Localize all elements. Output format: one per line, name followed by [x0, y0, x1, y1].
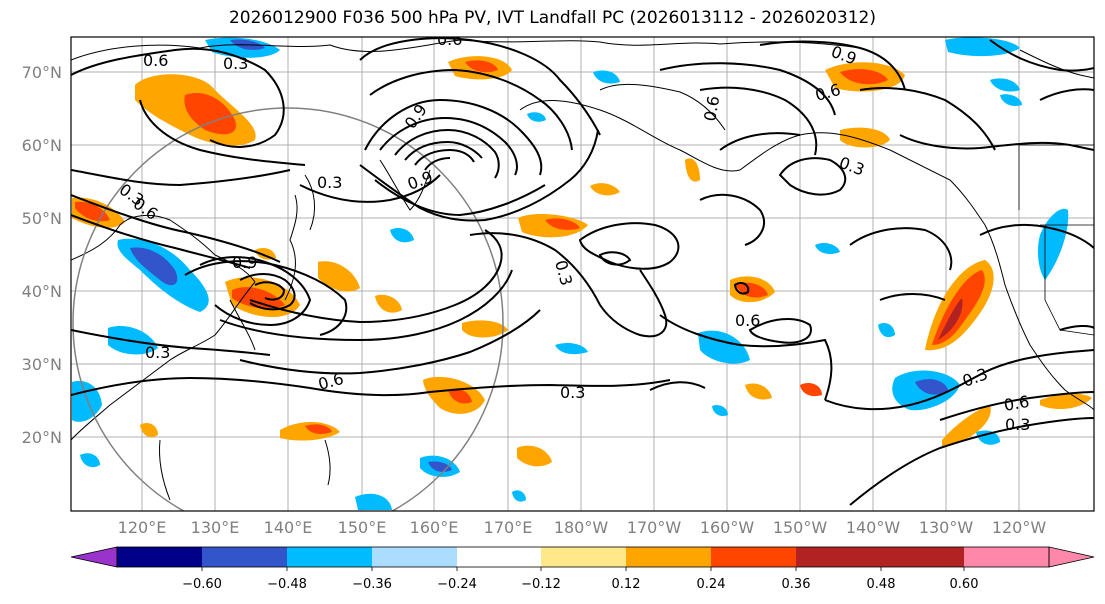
colorbar-segment: [796, 547, 881, 567]
lon-label: 170°W: [627, 518, 682, 537]
contour-label: 0.6: [735, 311, 760, 330]
contour-label: 0.3: [317, 173, 342, 192]
colorbar-tick-label: −0.36: [352, 577, 392, 592]
colorbar-tick-label: 0.24: [697, 577, 726, 592]
contour-label: 0.3: [1005, 415, 1030, 434]
lon-label: 130°W: [919, 518, 974, 537]
colorbar-segment: [372, 547, 457, 567]
contour-label: 0.6: [143, 51, 168, 70]
lon-label: 180°W: [554, 518, 609, 537]
colorbar: −0.60 −0.48 −0.36 −0.24 −0.12 0.12 0.24 …: [71, 547, 1094, 592]
lon-label: 130°E: [191, 518, 240, 537]
lon-label: 160°W: [700, 518, 755, 537]
lon-label: 150°E: [338, 518, 387, 537]
colorbar-segment: [626, 547, 711, 567]
contour-label: 0.6: [437, 30, 462, 49]
colorbar-ticks: [202, 567, 964, 571]
colorbar-segment: [541, 547, 626, 567]
lon-label: 120°W: [992, 518, 1047, 537]
colorbar-tick-label: 0.60: [950, 577, 979, 592]
colorbar-tick-label: −0.12: [521, 577, 561, 592]
map-figure: 0.6 0.3 0.6 0.3 0.9 0.9 0.3 0.6 0.9 0.3 …: [0, 0, 1105, 604]
lat-label: 70°N: [22, 63, 62, 82]
contour-label: 0.3: [560, 383, 585, 402]
contour-label: 0.9: [232, 253, 257, 272]
colorbar-tick-label: 0.48: [867, 577, 896, 592]
lat-label: 50°N: [22, 209, 62, 228]
colorbar-tick-label: −0.60: [182, 577, 222, 592]
longitude-labels: 120°E 130°E 140°E 150°E 160°E 170°E 180°…: [118, 518, 1047, 537]
colorbar-segment: [711, 547, 796, 567]
colorbar-segment: [287, 547, 372, 567]
colorbar-extend-min: [71, 547, 117, 567]
contour-label: 0.3: [223, 54, 248, 73]
colorbar-segment: [964, 547, 1049, 567]
lon-label: 150°W: [773, 518, 828, 537]
lat-label: 20°N: [22, 428, 62, 447]
colorbar-tick-label: −0.48: [267, 577, 307, 592]
colorbar-segment: [457, 547, 541, 567]
colorbar-segment: [117, 547, 202, 567]
contour-label: 0.3: [145, 343, 170, 362]
colorbar-tick-label: −0.24: [437, 577, 477, 592]
lon-label: 170°E: [484, 518, 533, 537]
lat-label: 40°N: [22, 282, 62, 301]
colorbar-tick-label: 0.36: [782, 577, 811, 592]
lon-label: 160°E: [410, 518, 459, 537]
lon-label: 120°E: [118, 518, 167, 537]
latitude-labels: 70°N 60°N 50°N 40°N 30°N 20°N: [22, 63, 62, 447]
colorbar-extend-max: [1049, 547, 1094, 567]
lon-label: 140°W: [846, 518, 901, 537]
lat-label: 60°N: [22, 136, 62, 155]
lat-label: 30°N: [22, 355, 62, 374]
colorbar-segment: [881, 547, 964, 567]
colorbar-segment: [202, 547, 287, 567]
lon-label: 140°E: [264, 518, 313, 537]
colorbar-tick-label: 0.12: [612, 577, 641, 592]
